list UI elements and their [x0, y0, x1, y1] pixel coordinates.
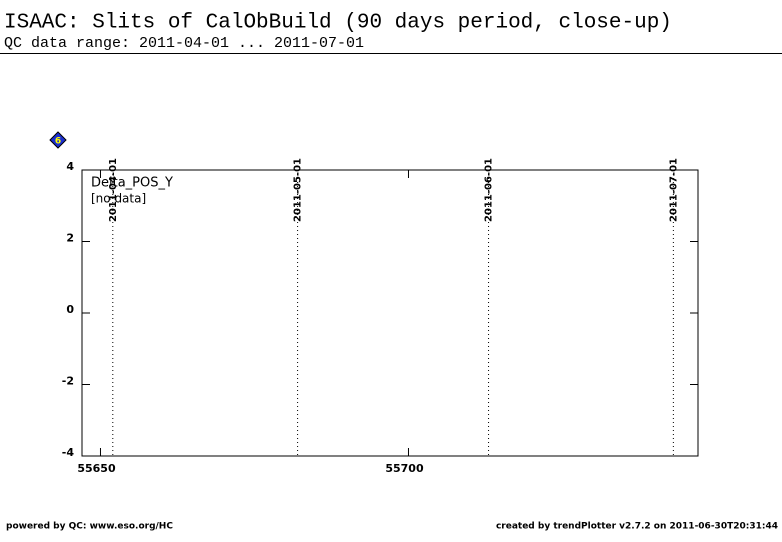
- date-marker-label: 2011-07-01: [668, 158, 679, 222]
- date-marker-label: 2011-06-01: [484, 158, 495, 222]
- footer-right: created by trendPlotter v2.7.2 on 2011-0…: [496, 522, 778, 532]
- footer-left: powered by QC: www.eso.org/HC: [6, 522, 173, 532]
- badge: 6: [49, 131, 67, 149]
- y-tick-label: 2: [66, 232, 74, 245]
- page-subtitle: QC data range: 2011-04-01 ... 2011-07-01: [4, 35, 364, 52]
- y-tick-label: 0: [66, 303, 74, 316]
- date-marker-label: 2011-05-01: [293, 158, 304, 222]
- page-title: ISAAC: Slits of CalObBuild (90 days peri…: [4, 12, 672, 35]
- y-tick-label: -4: [62, 446, 75, 459]
- plot-frame: [81, 169, 699, 457]
- x-tick-label: 55650: [77, 462, 116, 475]
- badge-diamond: [49, 131, 67, 149]
- panel-label: Delta_POS_Y: [91, 176, 173, 191]
- x-tick-label: 55700: [385, 462, 424, 475]
- badge-number: 6: [55, 137, 61, 147]
- date-marker-label: 2011-04-01: [108, 158, 119, 222]
- y-tick-label: -2: [62, 375, 74, 388]
- no-data-note: [no data]: [91, 192, 146, 206]
- y-tick-label: 4: [66, 160, 74, 173]
